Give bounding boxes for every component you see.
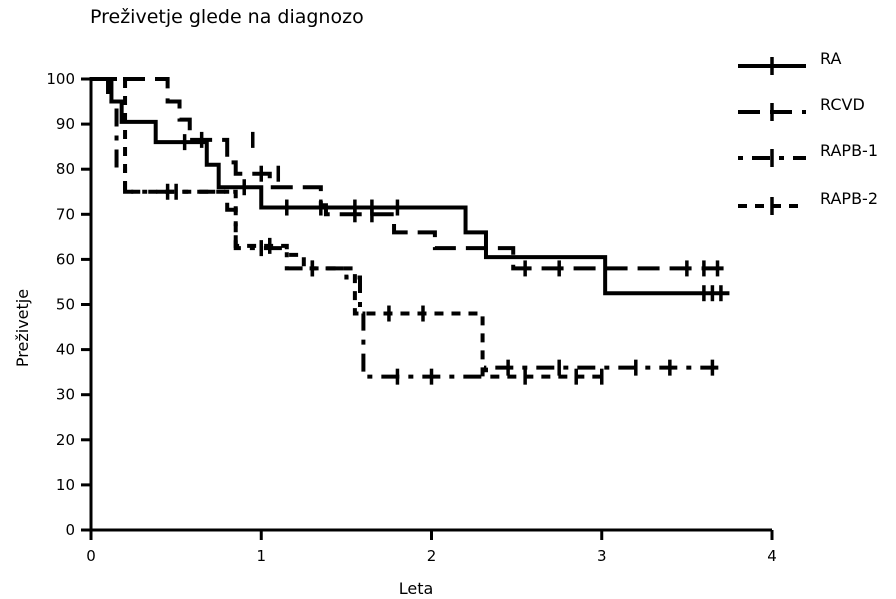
series-rcvd	[91, 77, 730, 277]
x-tick-label-1: 1	[256, 547, 266, 565]
legend-label-ra: RA	[820, 49, 841, 68]
series-line-rapb-1	[91, 77, 721, 379]
y-tick-label-0: 0	[65, 521, 75, 539]
y-tick-label-90: 90	[56, 115, 75, 133]
x-axis-label: Leta	[399, 579, 434, 598]
y-tick-label-10: 10	[56, 476, 75, 494]
legend: RA RCVD RAPB-1 RAPB-2	[738, 49, 878, 215]
y-tick-label-60: 60	[56, 250, 75, 268]
legend-label-rapb-2: RAPB-2	[820, 189, 878, 208]
y-tick-label-30: 30	[56, 386, 75, 404]
series-layer	[91, 77, 730, 385]
chart-title: Preživetje glede na diagnozo	[90, 6, 364, 28]
y-tick-label-20: 20	[56, 431, 75, 449]
y-tick-label-50: 50	[56, 296, 75, 314]
legend-item-ra: RA	[738, 49, 841, 75]
series-line-rapb-2	[91, 77, 606, 379]
legend-label-rcvd: RCVD	[820, 95, 865, 114]
legend-item-rapb-2: RAPB-2	[738, 189, 878, 215]
x-tick-label-2: 2	[427, 547, 437, 565]
y-tick-label-40: 40	[56, 341, 75, 359]
x-tick-label-0: 0	[86, 547, 96, 565]
series-rapb-2	[91, 77, 606, 385]
x-tick-label-4: 4	[767, 547, 777, 565]
series-ra	[91, 77, 730, 302]
legend-item-rcvd: RCVD	[738, 95, 865, 121]
legend-item-rapb-1: RAPB-1	[738, 141, 878, 167]
y-tick-label-100: 100	[46, 70, 75, 88]
x-tick-label-3: 3	[597, 547, 607, 565]
y-tick-label-70: 70	[56, 205, 75, 223]
y-tick-label-80: 80	[56, 160, 75, 178]
series-line-ra	[91, 77, 730, 296]
series-line-rcvd	[91, 77, 730, 271]
y-axis-label: Preživetje	[13, 289, 32, 367]
legend-label-rapb-1: RAPB-1	[820, 141, 878, 160]
